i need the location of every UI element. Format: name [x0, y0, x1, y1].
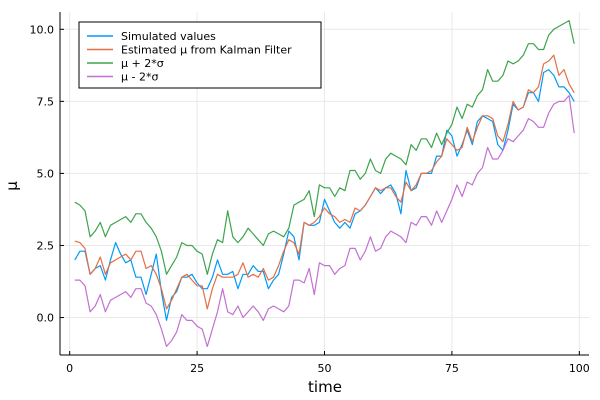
x-tick-label: 100 [569, 362, 590, 375]
series-line-2 [74, 20, 575, 275]
y-axis-label: μ [3, 181, 21, 191]
series-line-2 [74, 94, 575, 347]
x-tick-label: 25 [190, 362, 204, 375]
y-axis-ticks: 0.0 2.5 5.0 7.5 10.0 [30, 23, 64, 325]
x-axis-ticks: 0 25 50 75 100 [66, 351, 590, 375]
y-tick-label: 5.0 [37, 167, 55, 180]
series-lines [74, 20, 575, 347]
x-tick-label: 0 [66, 362, 73, 375]
y-tick-label: 10.0 [30, 23, 55, 36]
legend-label: Estimated μ from Kalman Filter [121, 44, 292, 57]
legend-label: μ - 2*σ [121, 71, 158, 84]
plot-area [59, 12, 589, 356]
y-tick-label: 0.0 [37, 312, 55, 325]
legend-box [78, 21, 322, 89]
series-line-simulated-values [74, 68, 575, 321]
series-line-estimated-from-kalman-filter [74, 54, 575, 310]
legend-label: Simulated values [121, 30, 216, 43]
legend-label: μ + 2*σ [121, 57, 164, 70]
y-tick-label: 2.5 [37, 239, 55, 252]
x-tick-label: 50 [318, 362, 332, 375]
x-tick-label: 75 [445, 362, 459, 375]
x-axis-label: time [308, 378, 342, 396]
y-tick-label: 7.5 [37, 95, 55, 108]
